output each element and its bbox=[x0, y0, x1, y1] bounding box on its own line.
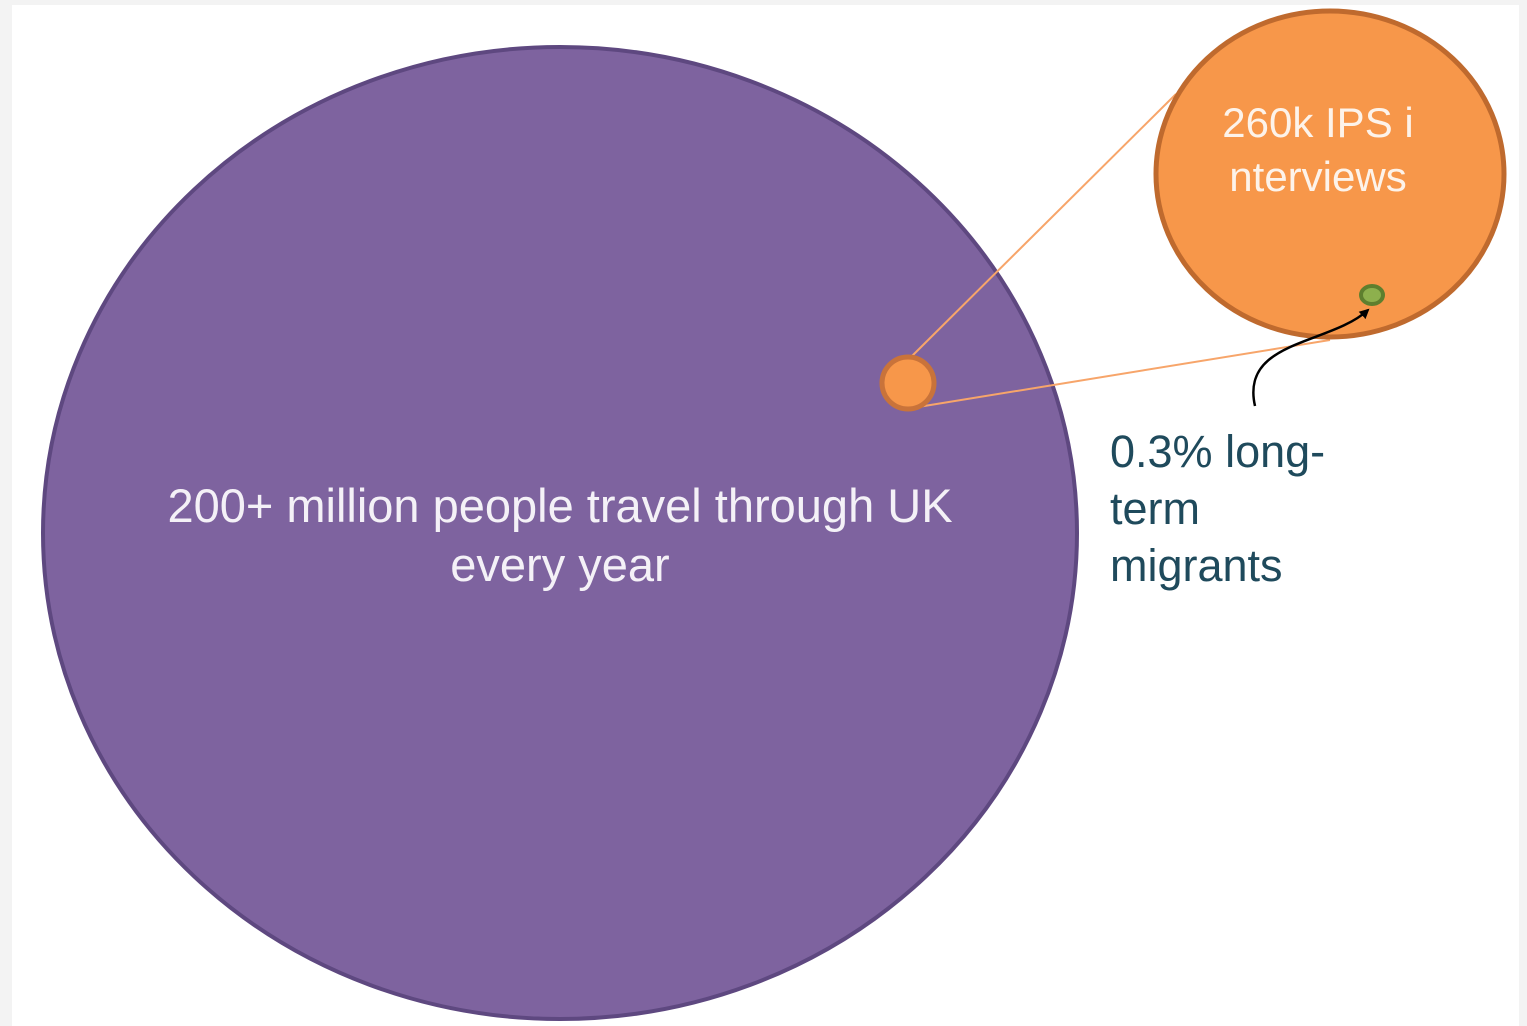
population-label: 200+ million people travel through UK ev… bbox=[167, 479, 953, 591]
population-circle bbox=[41, 45, 1079, 1021]
zoom-connector-lower bbox=[911, 339, 1331, 409]
ips-interviews-label: 260k IPS interviews bbox=[1222, 99, 1414, 200]
annotation-arrow bbox=[1252, 308, 1370, 407]
ips-interviews-circle bbox=[1153, 8, 1507, 340]
sample-dot bbox=[879, 354, 937, 412]
zoom-connector-upper bbox=[909, 93, 1177, 359]
long-term-migrants-label: 0.3% long-term migrants bbox=[1110, 426, 1326, 591]
migrant-dot bbox=[1359, 284, 1385, 306]
